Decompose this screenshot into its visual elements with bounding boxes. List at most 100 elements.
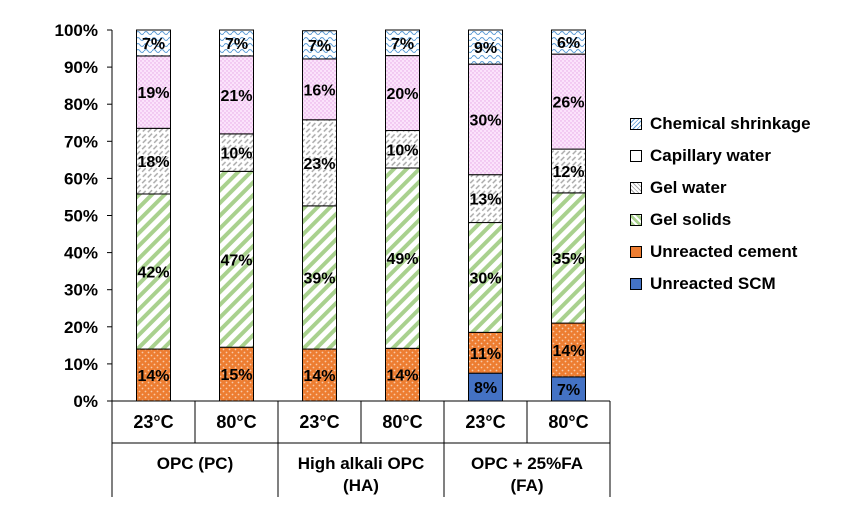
bar-segment-gel-water	[551, 148, 586, 194]
data-label: 11%	[470, 346, 501, 363]
data-label: 6%	[557, 35, 580, 52]
data-label: 35%	[552, 251, 584, 268]
data-label: 8%	[474, 380, 497, 397]
legend-swatch-unreacted-cement	[630, 246, 642, 258]
x-category-label: 80°C	[548, 412, 588, 432]
bar-segment-chemical-shrinkage	[219, 29, 254, 57]
bar-segment-gel-water	[219, 133, 254, 172]
data-label: 16%	[303, 82, 335, 99]
legend-item-chemical-shrinkage: Chemical shrinkage	[630, 108, 811, 140]
bar-segment-capillary-water	[385, 55, 420, 132]
data-label: 39%	[303, 270, 335, 287]
data-label: 23%	[303, 156, 335, 173]
x-group-label: (FA)	[510, 476, 543, 495]
x-group-label: (HA)	[343, 476, 379, 495]
bar-segment-chemical-shrinkage	[302, 30, 337, 60]
bar-segment-chemical-shrinkage	[136, 29, 171, 57]
data-label: 7%	[308, 38, 331, 55]
y-tick-label: 50%	[64, 207, 98, 226]
x-category-label: 23°C	[299, 412, 339, 432]
y-tick-label: 90%	[64, 58, 98, 77]
bar-segment-chemical-shrinkage	[468, 29, 503, 65]
y-tick-label: 20%	[64, 318, 98, 337]
bar-segment-gel-solids	[385, 167, 420, 349]
data-label: 30%	[469, 112, 501, 129]
data-label: 7%	[557, 382, 580, 399]
y-tick-label: 70%	[64, 132, 98, 151]
data-label: 21%	[220, 88, 252, 105]
y-tick-label: 0%	[73, 392, 98, 411]
bar-segment-capillary-water	[136, 55, 171, 129]
bar-segment-unreacted-scm	[551, 376, 586, 402]
bar-segment-gel-solids	[219, 170, 254, 348]
data-label: 13%	[469, 192, 501, 209]
bar-segment-chemical-shrinkage	[551, 29, 586, 55]
bar-segment-unreacted-cement	[551, 322, 586, 378]
bar-segment-gel-solids	[136, 193, 171, 350]
data-label: 20%	[386, 86, 418, 103]
data-label: 47%	[220, 252, 252, 269]
bar-segment-chemical-shrinkage	[385, 29, 420, 57]
data-label: 7%	[391, 36, 414, 53]
bar-segment-unreacted-cement	[136, 348, 171, 402]
legend-swatch-unreacted-scm	[630, 278, 642, 290]
legend-label: Gel water	[650, 178, 727, 197]
legend-label: Unreacted cement	[650, 242, 798, 261]
data-label: 14%	[386, 368, 418, 385]
legend-item-gel-water: Gel water	[630, 172, 811, 204]
x-category-label: 80°C	[216, 412, 256, 432]
x-group-label: OPC (PC)	[157, 454, 234, 473]
legend-swatch-chemical-shrinkage	[630, 118, 642, 130]
bar-segment-capillary-water	[468, 63, 503, 176]
legend-item-unreacted-scm: Unreacted SCM	[630, 268, 811, 300]
x-group-label: OPC + 25%FA	[471, 454, 583, 473]
data-label: 14%	[303, 368, 335, 385]
bar-segment-gel-water	[385, 130, 420, 169]
data-label: 26%	[552, 95, 584, 112]
data-label: 7%	[225, 36, 248, 53]
x-category-label: 23°C	[465, 412, 505, 432]
data-label: 42%	[137, 265, 169, 282]
bar-segment-gel-water	[468, 174, 503, 224]
x-category-label: 23°C	[133, 412, 173, 432]
data-label: 9%	[474, 40, 497, 57]
legend-item-gel-solids: Gel solids	[630, 204, 811, 236]
bar-segment-unreacted-cement	[302, 348, 337, 402]
data-label: 14%	[552, 343, 584, 360]
y-tick-label: 40%	[64, 244, 98, 263]
data-label: 10%	[386, 142, 418, 159]
bar-segment-gel-solids	[302, 205, 337, 350]
bar-segment-unreacted-cement	[219, 346, 254, 402]
data-label: 30%	[469, 270, 501, 287]
data-label: 19%	[137, 85, 169, 102]
bar-segment-gel-water	[302, 119, 337, 207]
legend-swatch-gel-water	[630, 182, 642, 194]
legend-swatch-capillary-water	[630, 150, 642, 162]
legend: Chemical shrinkage Capillary water Gel w…	[630, 108, 811, 300]
y-tick-label: 100%	[55, 21, 98, 40]
y-tick-label: 80%	[64, 95, 98, 114]
legend-label: Chemical shrinkage	[650, 114, 811, 133]
data-label: 15%	[220, 367, 252, 384]
y-tick-label: 30%	[64, 281, 98, 300]
data-label: 18%	[137, 154, 169, 171]
x-category-label: 80°C	[382, 412, 422, 432]
x-group-label: High alkali OPC	[298, 454, 425, 473]
y-tick-label: 60%	[64, 169, 98, 188]
legend-swatch-gel-solids	[630, 214, 642, 226]
data-label: 12%	[552, 164, 584, 181]
legend-item-unreacted-cement: Unreacted cement	[630, 236, 811, 268]
bar-segment-capillary-water	[219, 55, 254, 135]
data-label: 14%	[137, 368, 169, 385]
data-label: 49%	[386, 251, 418, 268]
bar-segment-unreacted-cement	[385, 347, 420, 402]
legend-label: Gel solids	[650, 210, 732, 229]
legend-label: Unreacted SCM	[650, 274, 776, 293]
legend-label: Capillary water	[650, 146, 771, 165]
data-label: 7%	[142, 36, 165, 53]
legend-item-capillary-water: Capillary water	[630, 140, 811, 172]
data-label: 10%	[220, 146, 252, 163]
y-tick-label: 10%	[64, 355, 98, 374]
